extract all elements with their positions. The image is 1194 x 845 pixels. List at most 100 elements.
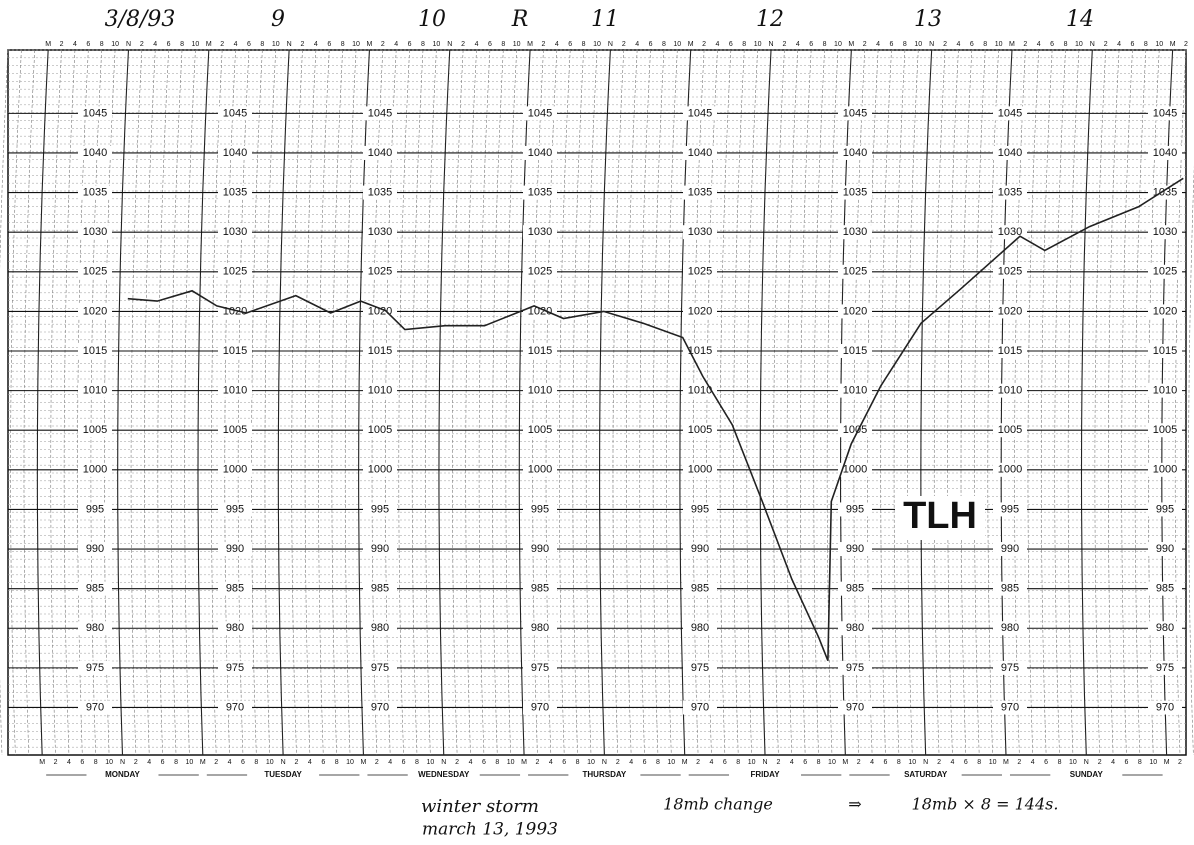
hour-label: 8: [501, 41, 505, 48]
hour-label: 6: [1050, 41, 1054, 48]
hour-label: 10: [667, 759, 675, 766]
hour-label: M: [527, 41, 533, 48]
y-tick-label: 1025: [528, 266, 552, 278]
time-arc: [36, 49, 49, 756]
y-tick-label: 1020: [83, 305, 107, 317]
label-bg: [1148, 581, 1182, 596]
label-bg: [1148, 502, 1182, 517]
time-arc: [170, 49, 183, 756]
label-bg: [363, 660, 397, 675]
hour-label: 4: [475, 41, 479, 48]
hour-label: 2: [214, 759, 218, 766]
hour-label: 2: [60, 41, 64, 48]
time-arc: [452, 49, 464, 756]
y-tick-label: 975: [371, 662, 389, 674]
hour-label: 8: [742, 41, 746, 48]
y-tick-label: 995: [531, 503, 549, 515]
label-bg: [218, 145, 252, 160]
y-tick-label: 1030: [528, 226, 552, 238]
hour-label: 6: [568, 41, 572, 48]
label-bg: [1148, 660, 1182, 675]
label-bg: [523, 581, 557, 596]
hour-label: 2: [937, 759, 941, 766]
label-bg: [683, 542, 717, 557]
hour-label: 6: [884, 759, 888, 766]
label-bg: [838, 621, 872, 636]
hour-label: 10: [272, 41, 280, 48]
hour-label: 8: [495, 759, 499, 766]
hour-label: N: [762, 759, 767, 766]
label-bg: [683, 225, 717, 240]
y-tick-label: 975: [846, 662, 864, 674]
y-tick-label: 1015: [998, 345, 1022, 357]
hour-label: 8: [1138, 759, 1142, 766]
time-arc: [344, 49, 357, 756]
hour-label: 4: [67, 759, 71, 766]
label-bg: [683, 581, 717, 596]
hour-label: 6: [723, 759, 727, 766]
hand-note: 18mb × 8 = 144s.: [912, 795, 1059, 814]
hour-label: M: [367, 41, 373, 48]
label-bg: [993, 502, 1027, 517]
y-tick-label: 1025: [998, 266, 1022, 278]
hour-label: 6: [890, 41, 894, 48]
hour-label: 8: [100, 41, 104, 48]
label-bg: [683, 660, 717, 675]
hour-label: N: [281, 759, 286, 766]
time-arc: [759, 49, 772, 756]
hour-label: N: [120, 759, 125, 766]
label-bg: [993, 423, 1027, 438]
y-tick-label: 995: [1156, 503, 1174, 515]
label-bg: [523, 542, 557, 557]
y-tick-label: 1020: [998, 305, 1022, 317]
label-bg: [523, 225, 557, 240]
hour-label: 2: [134, 759, 138, 766]
label-bg: [78, 383, 112, 398]
y-tick-label: 1020: [1153, 305, 1177, 317]
y-tick-label: 975: [226, 662, 244, 674]
label-bg: [407, 769, 480, 781]
hour-label: 2: [702, 41, 706, 48]
label-bg: [363, 264, 397, 279]
time-arc: [291, 49, 303, 756]
y-tick-label: 1025: [1153, 266, 1177, 278]
hour-label: 2: [461, 41, 465, 48]
hour-label: 2: [140, 41, 144, 48]
time-arc: [184, 49, 196, 756]
time-arc: [746, 49, 758, 756]
hour-label: 6: [482, 759, 486, 766]
hand-note: 18mb change: [663, 795, 773, 814]
label-bg: [78, 542, 112, 557]
y-tick-label: 1010: [528, 385, 552, 397]
label-bg: [78, 304, 112, 319]
hour-label: 6: [649, 41, 653, 48]
time-arc: [585, 49, 598, 756]
y-tick-label: 990: [86, 543, 104, 555]
y-tick-label: 970: [846, 701, 864, 713]
time-arc: [960, 49, 973, 756]
label-bg: [523, 502, 557, 517]
hour-label: 4: [950, 759, 954, 766]
hour-label: N: [602, 759, 607, 766]
hour-label: 2: [863, 41, 867, 48]
hour-label: 6: [809, 41, 813, 48]
label-bg: [363, 106, 397, 121]
label-bg: [993, 225, 1027, 240]
hour-label: 8: [260, 41, 264, 48]
label-bg: [838, 264, 872, 279]
hour-label: 10: [828, 759, 836, 766]
hour-label: 6: [167, 41, 171, 48]
y-tick-label: 1040: [688, 147, 712, 159]
hour-label: 8: [823, 41, 827, 48]
time-arc: [1134, 49, 1147, 756]
date-note: 14: [1066, 7, 1094, 32]
hour-label: N: [447, 41, 452, 48]
time-arc: [304, 49, 317, 756]
hour-label: 2: [776, 759, 780, 766]
y-tick-label: 970: [1156, 701, 1174, 713]
day-label: WEDNESDAY: [418, 770, 470, 779]
label-bg: [218, 106, 252, 121]
date-note: 9: [271, 7, 285, 32]
hour-label: M: [1009, 41, 1015, 48]
y-tick-label: 985: [1001, 583, 1019, 595]
